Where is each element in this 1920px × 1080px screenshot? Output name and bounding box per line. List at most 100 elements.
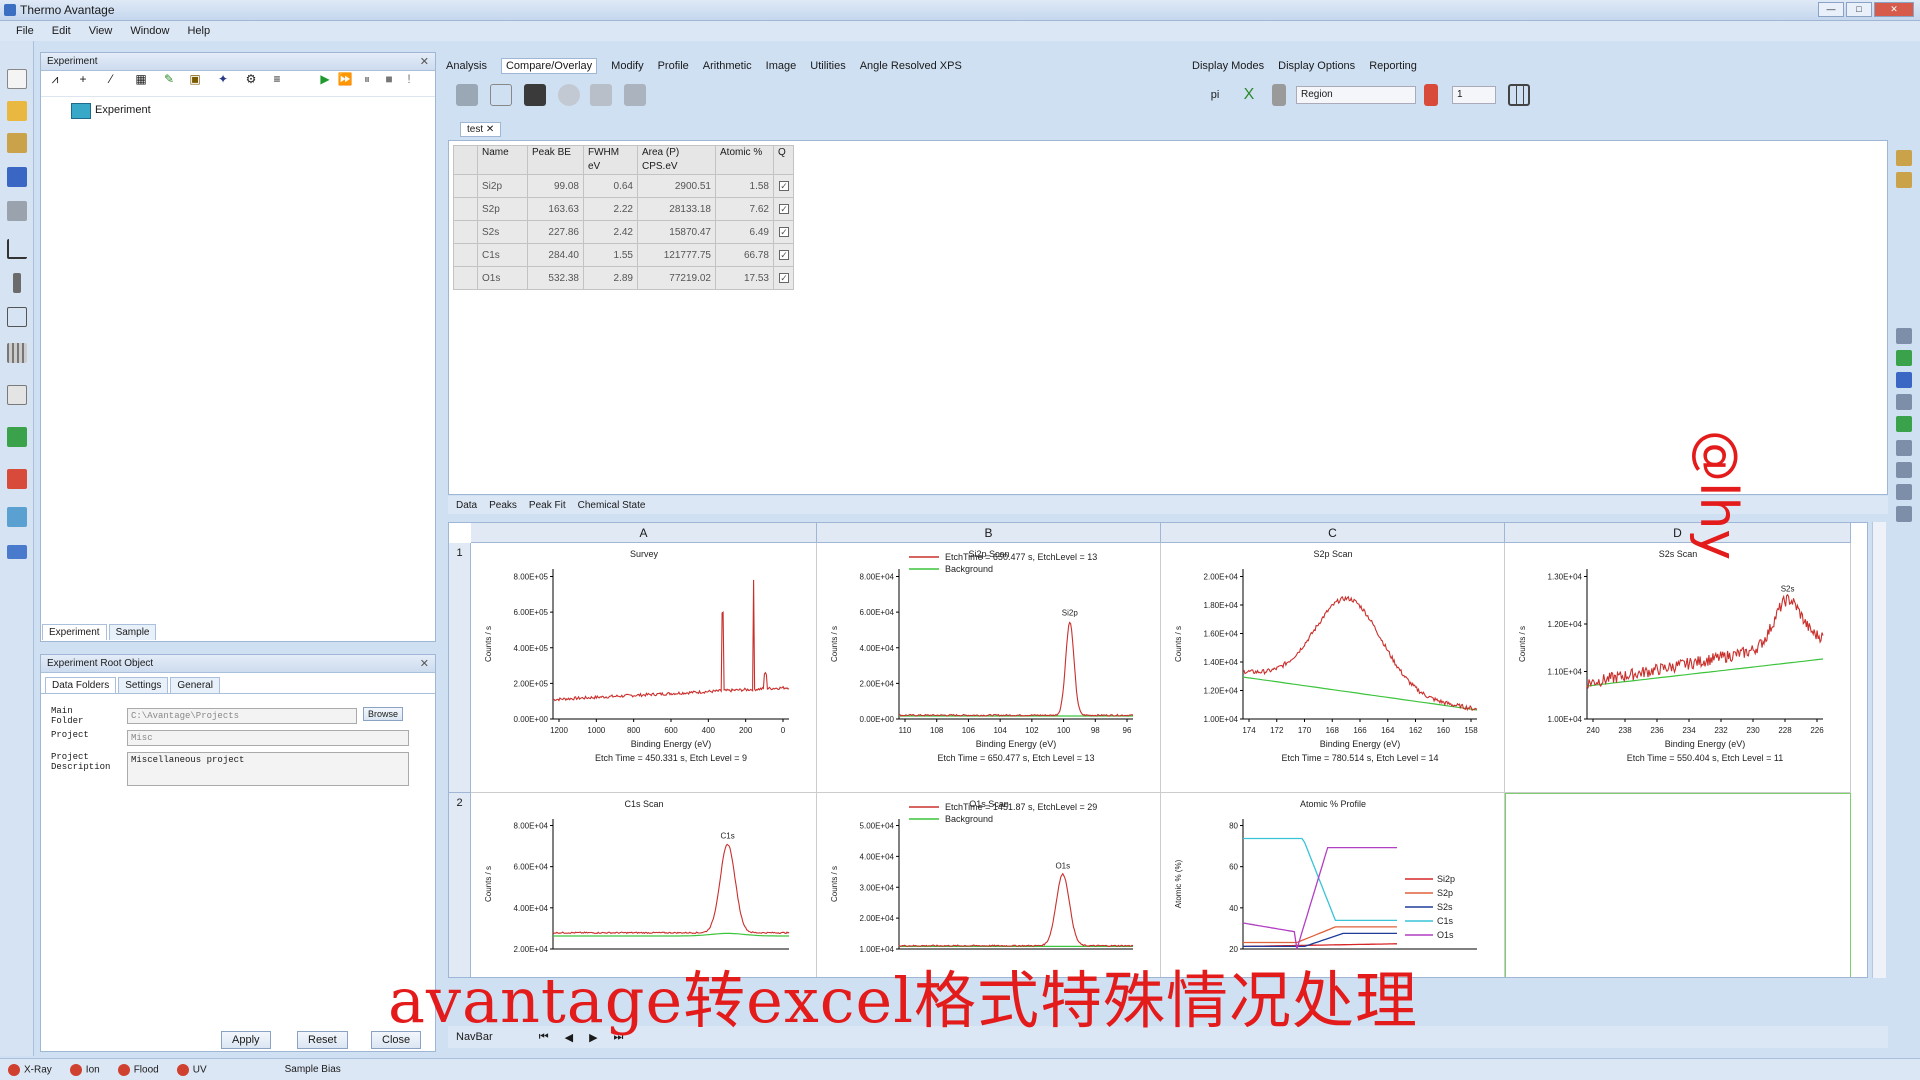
- ribbon-tab-display-options[interactable]: Display Options: [1278, 60, 1356, 72]
- microscope-icon[interactable]: [13, 273, 21, 293]
- menu-edit[interactable]: Edit: [51, 25, 71, 37]
- table-row[interactable]: S2s 227.86 2.42 15870.47 6.49 ✓: [453, 220, 794, 244]
- pen-icon[interactable]: ✎: [163, 72, 175, 86]
- close-panel-icon[interactable]: ✕: [419, 56, 429, 68]
- panel-icon[interactable]: [1896, 462, 1912, 478]
- ribbon-tab-analysis[interactable]: Analysis: [446, 60, 487, 72]
- tab-sample[interactable]: Sample: [108, 624, 157, 640]
- first-page-icon[interactable]: ⏮: [538, 1030, 549, 1043]
- close-panel-icon[interactable]: ✕: [419, 658, 429, 670]
- heart-icon[interactable]: [558, 84, 580, 106]
- ribbon-tab-compare-overlay[interactable]: Compare/Overlay: [500, 58, 598, 74]
- layout-grid-icon[interactable]: [1508, 84, 1530, 106]
- column-header-a[interactable]: A: [471, 523, 817, 543]
- project-description-field[interactable]: Miscellaneous project: [127, 752, 409, 786]
- add-icon[interactable]: +: [79, 72, 87, 86]
- column-header-b[interactable]: B: [817, 523, 1161, 543]
- chart-cell[interactable]: O1s Scan 1.00E+04 2.00E+04 3.00E+04 4.00E+04…: [817, 793, 1161, 977]
- panel-icon[interactable]: [1896, 328, 1912, 344]
- menu-view[interactable]: View: [88, 25, 113, 37]
- panel-icon[interactable]: [1896, 350, 1912, 366]
- table-row[interactable]: Si2p 99.08 0.64 2900.51 1.58 ✓: [453, 174, 794, 198]
- close-button[interactable]: Close: [371, 1031, 422, 1049]
- tab-experiment[interactable]: Experiment: [42, 624, 107, 640]
- spectrum-icon[interactable]: [7, 239, 27, 259]
- previous-page-icon[interactable]: ◀: [564, 1031, 574, 1044]
- table-row[interactable]: O1s 532.38 2.89 77219.02 17.53 ✓: [453, 266, 794, 290]
- table-icon[interactable]: [7, 385, 27, 405]
- close-window-button[interactable]: ✕: [1874, 2, 1914, 17]
- column-header-c[interactable]: C: [1161, 523, 1505, 543]
- row-header-2[interactable]: 2: [449, 793, 471, 977]
- column-header-d[interactable]: D: [1505, 523, 1851, 543]
- chart-cell[interactable]: S2s Scan 1.00E+04 1.10E+04 1.20E+04 1.30E+04…: [1505, 543, 1851, 793]
- pi-icon[interactable]: pi: [1210, 89, 1220, 101]
- row-header-1[interactable]: 1: [449, 543, 471, 793]
- quantify-checkbox[interactable]: ✓: [779, 180, 789, 191]
- table-row[interactable]: S2p 163.63 2.22 28133.18 7.62 ✓: [453, 197, 794, 221]
- ribbon-tab-display-modes[interactable]: Display Modes: [1192, 60, 1265, 72]
- ribbon-tab-image[interactable]: Image: [765, 60, 797, 72]
- wand-icon[interactable]: ✦: [217, 72, 229, 86]
- chart-cell[interactable]: Survey 0.00E+00 2.00E+05 4.00E+05 6.00E+05 8.…: [471, 543, 817, 793]
- close-tab-icon[interactable]: ✕: [485, 124, 495, 135]
- tab-peaks[interactable]: Peaks: [489, 499, 517, 511]
- tile-icon[interactable]: [624, 84, 646, 106]
- sequence-icon[interactable]: ≡: [273, 72, 281, 86]
- ribbon-tab-arithmetic[interactable]: Arithmetic: [702, 60, 752, 72]
- ribbon-tab-angle-resolved-xps[interactable]: Angle Resolved XPS: [859, 60, 962, 72]
- play-icon[interactable]: ▶: [320, 72, 330, 86]
- maximize-button[interactable]: □: [1846, 2, 1872, 17]
- quantify-checkbox[interactable]: ✓: [779, 226, 789, 237]
- chart-cell[interactable]: C1s Scan 2.00E+04 4.00E+04 6.00E+04 8.00E+04…: [471, 793, 817, 977]
- stage-icon[interactable]: ▣: [189, 72, 201, 86]
- library-icon[interactable]: [7, 133, 27, 153]
- alert-icon[interactable]: !: [407, 72, 411, 86]
- main-folder-field[interactable]: [127, 708, 357, 724]
- save-icon[interactable]: [7, 167, 27, 187]
- text-style-icon[interactable]: [7, 307, 27, 327]
- reset-button[interactable]: Reset: [297, 1031, 348, 1049]
- ribbon-tab-profile[interactable]: Profile: [657, 60, 689, 72]
- last-page-icon[interactable]: ⏭: [613, 1030, 624, 1043]
- tree-icon[interactable]: [7, 427, 27, 447]
- browse-button[interactable]: Browse: [363, 707, 404, 721]
- check-icon[interactable]: [7, 469, 27, 489]
- panel-icon[interactable]: [1896, 484, 1912, 500]
- empty-chart-cell[interactable]: [1505, 793, 1851, 977]
- next-page-icon[interactable]: ▶: [589, 1031, 598, 1044]
- tab-peak-fit[interactable]: Peak Fit: [528, 499, 566, 511]
- tab-test[interactable]: test ✕: [460, 122, 502, 137]
- chart-cell[interactable]: Atomic % Profile 20 40 60 80 Atomic % (%) Si2p…: [1161, 793, 1505, 977]
- region-select[interactable]: Region: [1296, 86, 1416, 104]
- settings-gear-icon[interactable]: ⚙: [245, 72, 257, 86]
- cascade-icon[interactable]: [590, 84, 612, 106]
- menu-window[interactable]: Window: [130, 25, 170, 37]
- help-icon[interactable]: [7, 507, 27, 527]
- overlay-icon[interactable]: [456, 84, 478, 106]
- ribbon-tab-reporting[interactable]: Reporting: [1369, 60, 1417, 72]
- spectrum-tool-icon[interactable]: ⩘: [51, 72, 59, 86]
- page-number-select[interactable]: 1: [1452, 86, 1496, 104]
- x-icon[interactable]: X: [1243, 86, 1255, 103]
- table-row[interactable]: C1s 284.40 1.55 121777.75 66.78 ✓: [453, 243, 794, 267]
- chart-cell[interactable]: Si2p Scan 0.00E+00 2.00E+04 4.00E+04 6.00E+0…: [817, 543, 1161, 793]
- remove-overlay-icon[interactable]: [524, 84, 546, 106]
- panel-icon[interactable]: [1896, 440, 1912, 456]
- panel-icon[interactable]: [1896, 394, 1912, 410]
- quantify-checkbox[interactable]: ✓: [779, 272, 789, 283]
- stop-icon[interactable]: ■: [385, 72, 393, 86]
- tab-data[interactable]: Data: [456, 499, 478, 511]
- grid-icon[interactable]: [7, 343, 27, 363]
- pin-icon[interactable]: [1896, 172, 1912, 188]
- trash-icon[interactable]: [1272, 84, 1286, 106]
- play-all-icon[interactable]: ⏩: [337, 72, 353, 86]
- project-field[interactable]: [127, 730, 409, 746]
- grid-tool-icon[interactable]: ▦: [135, 72, 147, 86]
- pause-icon[interactable]: ⏸: [363, 72, 370, 86]
- panel-icon[interactable]: [1896, 416, 1912, 432]
- tree-item-experiment[interactable]: Experiment: [41, 101, 435, 121]
- tab-settings[interactable]: Settings: [118, 677, 169, 693]
- ribbon-tab-modify[interactable]: Modify: [611, 60, 644, 72]
- expand-arrow-icon[interactable]: [7, 545, 27, 559]
